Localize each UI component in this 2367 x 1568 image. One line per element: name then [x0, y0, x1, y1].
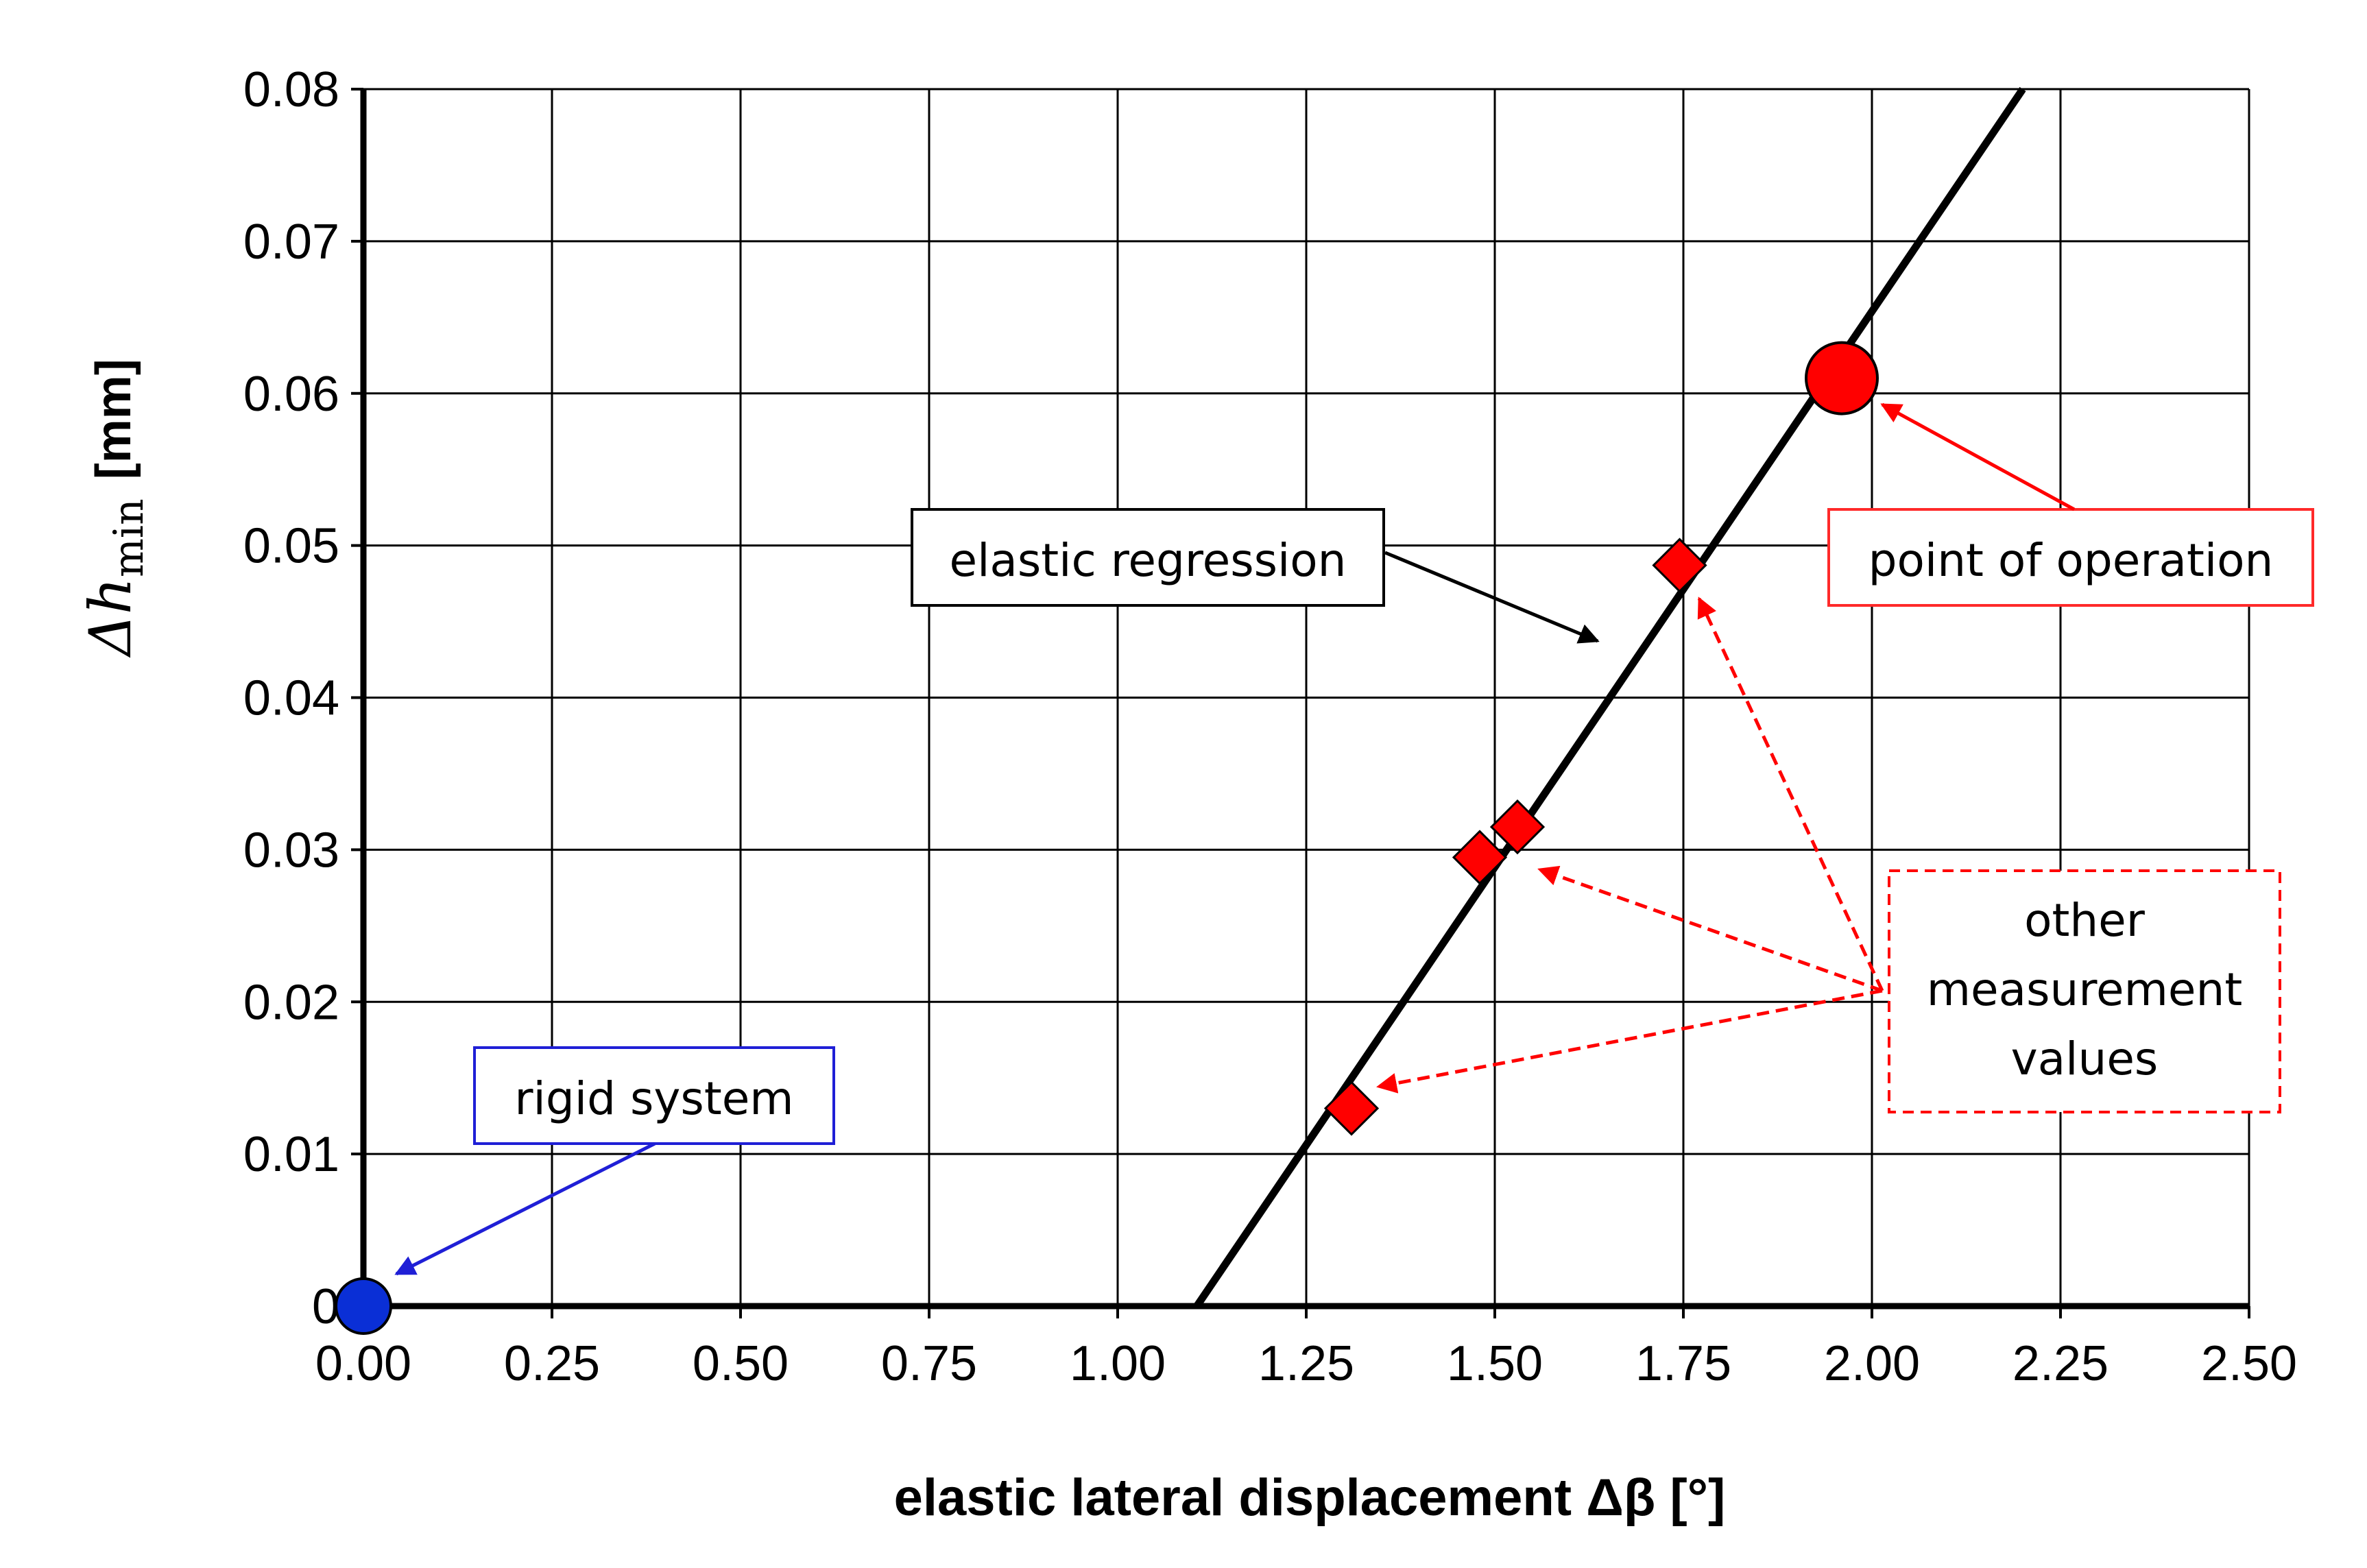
measurement-arrow-2	[1537, 865, 1883, 993]
regression-annotation: elastic regression	[911, 508, 1600, 644]
y-tick-label: 0.07	[243, 215, 339, 269]
measurement-label-1: other	[2024, 894, 2146, 947]
x-tick-labels: 0.00 0.25 0.50 0.75 1.00 1.25 1.50 1.75 2.00 2.25…	[315, 1336, 2297, 1391]
measurement-label-3: values	[2011, 1033, 2159, 1085]
x-tick-label: 2.00	[1824, 1336, 1920, 1391]
x-tick-label: 0.75	[881, 1336, 977, 1391]
y-tick-label: 0.01	[243, 1127, 339, 1182]
y-tick-label: 0.06	[243, 367, 339, 422]
measurement-point	[1652, 538, 1707, 593]
x-tick-label: 0.00	[315, 1336, 411, 1391]
x-tick-label: 1.75	[1635, 1336, 1731, 1391]
rigid-point	[335, 1277, 392, 1335]
y-tick-labels: 00.010.020.030.040.050.060.070.08	[243, 62, 339, 1334]
y-tick-label: 0.05	[243, 519, 339, 574]
y-tick-label: 0.02	[243, 975, 339, 1030]
measurement-point	[1323, 1081, 1380, 1136]
x-tick-label: 2.50	[2201, 1336, 2297, 1391]
measurement-arrow-1	[1697, 596, 1884, 992]
y-tick-label: 0.04	[243, 671, 339, 726]
x-tick-label: 2.25	[2012, 1336, 2108, 1391]
operation-point	[1805, 341, 1879, 415]
x-tick-label: 1.25	[1258, 1336, 1354, 1391]
y-tick-label: 0.03	[243, 823, 339, 878]
x-tick-label: 0.50	[693, 1336, 789, 1391]
rigid-label: rigid system	[514, 1072, 793, 1125]
y-tick-label: 0.08	[243, 62, 339, 117]
regression-label: elastic regression	[949, 534, 1346, 587]
operation-arrow	[1880, 402, 2076, 511]
operation-label: point of operation	[1869, 534, 2274, 587]
measurement-point	[1452, 830, 1508, 885]
svg-text:Δhmin[mm]: Δhmin [mm]	[77, 359, 153, 658]
measurement-annotation: other measurement values	[1376, 596, 2281, 1113]
measurement-point	[1489, 799, 1546, 855]
axes	[351, 88, 2250, 1318]
rigid-annotation: rigid system	[394, 1046, 835, 1276]
x-tick-label: 1.50	[1447, 1336, 1543, 1391]
operation-annotation: point of operation	[1827, 402, 2314, 607]
rigid-arrow	[394, 1142, 656, 1276]
x-tick-label: 1.00	[1070, 1336, 1166, 1391]
measurement-label-2: measurement	[1927, 963, 2242, 1016]
y-axis-title-sub: min	[105, 498, 153, 577]
x-tick-label: 0.25	[504, 1336, 600, 1391]
data-points	[335, 341, 1879, 1335]
y-axis-title-main: Δh	[77, 577, 144, 658]
y-axis-title-unit: [mm]	[86, 359, 141, 479]
y-axis-title: Δhmin [mm]	[77, 359, 153, 658]
measurement-arrow-3	[1376, 989, 1883, 1094]
regression-arrow	[1384, 551, 1600, 644]
x-axis-title: elastic lateral displacement Δβ [°]	[894, 1469, 1726, 1527]
